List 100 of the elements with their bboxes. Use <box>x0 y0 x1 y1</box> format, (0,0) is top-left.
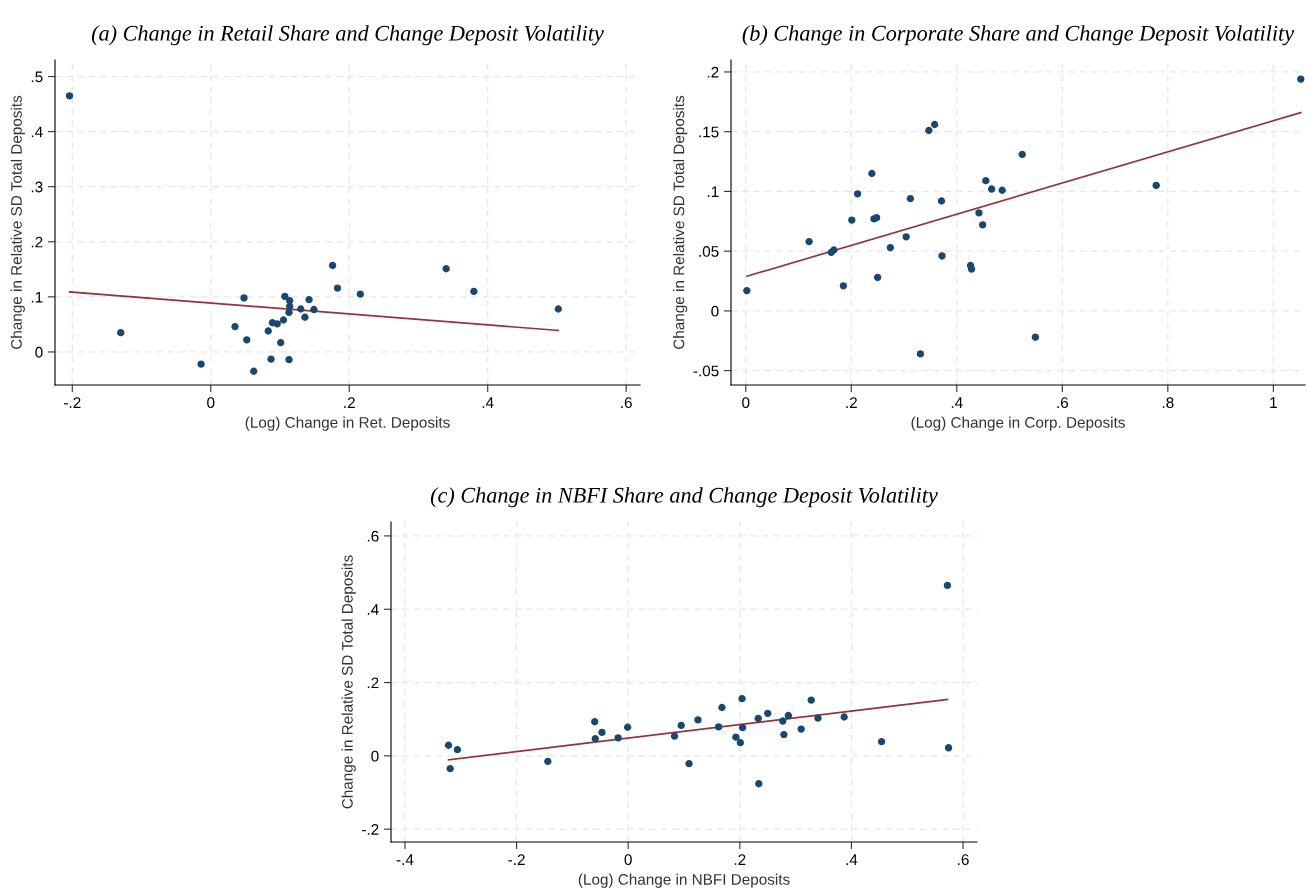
x-tick-label: .8 <box>1162 397 1174 409</box>
y-tick-label: 0 <box>711 305 719 317</box>
point <box>277 338 285 347</box>
point <box>677 721 685 730</box>
point <box>930 120 939 129</box>
y-axis-title: Change in Relative SD Total Deposits <box>10 95 25 349</box>
point <box>281 292 289 300</box>
x-tick-label: 0 <box>624 854 632 866</box>
point <box>301 313 309 321</box>
point <box>886 243 894 252</box>
point <box>764 709 772 718</box>
point <box>285 355 293 364</box>
point <box>967 265 976 273</box>
chart-title: (b) Change in Corporate Share and Change Deposit Volatility <box>742 25 1295 46</box>
point <box>297 305 305 313</box>
point <box>848 216 856 224</box>
point <box>65 92 74 100</box>
point <box>1297 75 1305 83</box>
point <box>267 355 275 363</box>
y-tick-label: .5 <box>31 71 43 83</box>
point <box>670 732 679 740</box>
chart-title: (a) Change in Retail Share and Change Deposit Volatility <box>91 25 604 46</box>
point <box>784 711 793 720</box>
y-tick-label: .2 <box>707 66 719 78</box>
y-tick-label: .05 <box>699 246 719 257</box>
point <box>987 185 996 193</box>
point <box>797 725 805 733</box>
y-tick-label: 0 <box>371 750 379 762</box>
point <box>998 186 1006 194</box>
point <box>305 295 313 304</box>
y-tick-label: .4 <box>367 604 379 615</box>
x-tick-label: .4 <box>482 397 494 408</box>
x-tick-label: .2 <box>344 397 355 408</box>
y-tick-label: .4 <box>31 126 43 138</box>
point <box>279 316 288 324</box>
y-tick-label: 0 <box>35 346 43 358</box>
point <box>197 360 205 368</box>
x-tick-label: .2 <box>846 397 857 408</box>
x-tick-label: -.2 <box>64 397 81 408</box>
x-axis-title: (Log) Change in NBFI Deposits <box>578 873 790 888</box>
point <box>755 780 763 788</box>
x-tick-label: 0 <box>207 397 215 409</box>
x-tick-label: .2 <box>734 854 746 865</box>
point <box>868 169 876 178</box>
point <box>853 190 862 198</box>
point <box>231 322 239 331</box>
point <box>738 723 747 732</box>
point <box>916 350 925 358</box>
point <box>718 703 726 712</box>
point <box>554 305 562 313</box>
point <box>453 745 462 754</box>
point <box>598 728 606 737</box>
point <box>736 738 745 747</box>
point <box>544 757 552 766</box>
point <box>1018 150 1026 159</box>
x-tick-label: 1 <box>1270 397 1277 408</box>
point <box>906 194 915 203</box>
point <box>982 177 990 185</box>
y-tick-label: .15 <box>699 126 719 138</box>
point <box>873 273 882 282</box>
point <box>356 290 364 298</box>
y-axis-title: Change in Relative SD Total Deposits <box>341 555 356 809</box>
point <box>943 581 952 590</box>
point <box>840 713 848 721</box>
point <box>780 730 788 739</box>
x-tick-label: .6 <box>958 854 969 866</box>
y-tick-label: .1 <box>31 291 43 303</box>
chart-title: (c) Change in NBFI Share and Change Deposit Volatility <box>430 487 938 508</box>
point <box>814 714 822 722</box>
x-axis-title: (Log) Change in Ret. Deposits <box>245 416 450 431</box>
point <box>685 759 693 768</box>
point <box>754 714 762 723</box>
point <box>623 723 632 731</box>
point <box>273 320 281 328</box>
point <box>286 302 294 310</box>
point <box>937 197 946 205</box>
point <box>243 336 251 344</box>
point <box>877 737 886 746</box>
point <box>470 287 478 296</box>
point <box>1152 181 1160 190</box>
x-tick-label: 0 <box>742 397 750 409</box>
point <box>938 252 946 260</box>
point <box>925 126 933 135</box>
y-tick-label: .3 <box>31 181 43 193</box>
point <box>285 308 293 316</box>
y-tick-label: -.2 <box>362 824 379 835</box>
point <box>1031 333 1040 341</box>
point <box>442 265 450 273</box>
point <box>591 734 599 743</box>
point <box>978 221 987 229</box>
point <box>743 286 751 295</box>
x-axis-title: (Log) Change in Corp. Deposits <box>911 416 1125 431</box>
y-tick-label: .2 <box>367 677 379 689</box>
y-tick-label: -.05 <box>693 365 719 377</box>
point <box>328 261 337 270</box>
point <box>333 284 342 292</box>
x-tick-label: .4 <box>846 854 858 865</box>
point <box>614 734 622 742</box>
point <box>250 367 258 375</box>
x-tick-label: -.4 <box>396 854 414 865</box>
